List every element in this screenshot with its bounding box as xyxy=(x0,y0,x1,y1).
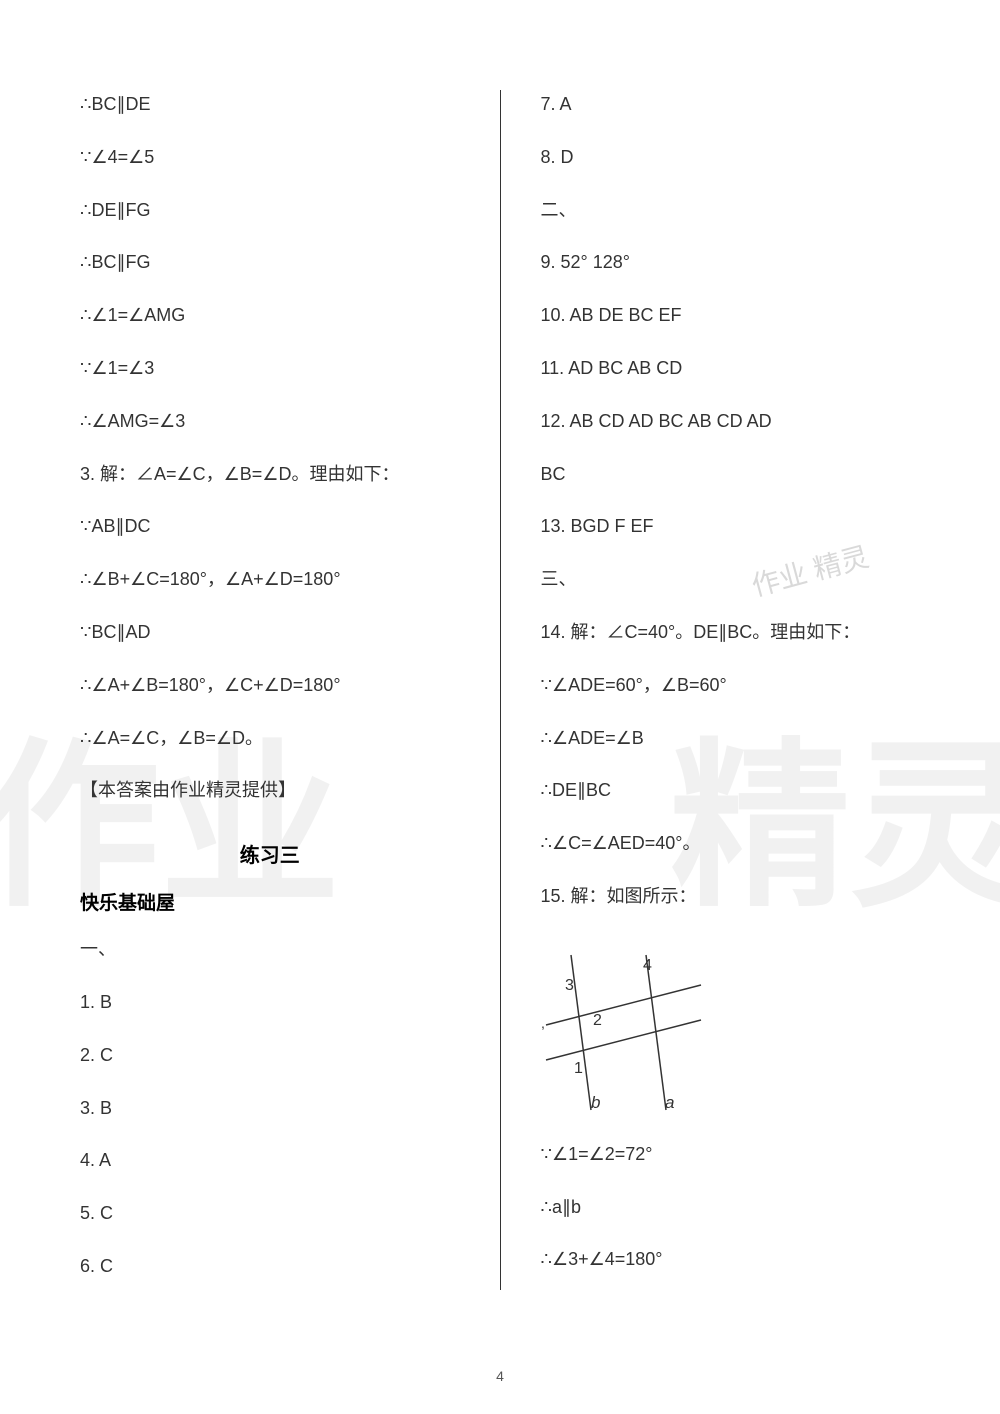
content-wrapper: ∴BC∥DE ∵∠4=∠5 ∴DE∥FG ∴BC∥FG ∴∠1=∠AMG ∵∠1… xyxy=(80,90,920,1290)
section-marker: 三、 xyxy=(541,565,921,594)
proof-line: ∴BC∥DE xyxy=(80,90,460,119)
answer-line: 5. C xyxy=(80,1199,460,1228)
angle-label-1: 1 xyxy=(574,1060,583,1077)
proof-line: 3. 解：∠A=∠C，∠B=∠D。理由如下： xyxy=(80,460,460,489)
answer-line: 12. AB CD AD BC AB CD AD xyxy=(541,407,921,436)
solution-line: ∴a∥b xyxy=(541,1193,921,1222)
proof-line: ∴∠A=∠C，∠B=∠D。 xyxy=(80,724,460,753)
proof-line: ∴∠AMG=∠3 xyxy=(80,407,460,436)
solution-line: ∴∠C=∠AED=40°。 xyxy=(541,829,921,858)
comma-mark: , xyxy=(541,1015,545,1031)
solution-line: ∵∠ADE=60°，∠B=60° xyxy=(541,671,921,700)
answer-line: 4. A xyxy=(80,1146,460,1175)
proof-line: ∴∠A+∠B=180°，∠C+∠D=180° xyxy=(80,671,460,700)
line-label-b: b xyxy=(591,1093,600,1112)
answer-line: 10. AB DE BC EF xyxy=(541,301,921,330)
proof-line: ∴∠1=∠AMG xyxy=(80,301,460,330)
proof-line: ∴BC∥FG xyxy=(80,248,460,277)
angle-label-4: 4 xyxy=(643,957,652,974)
proof-line: ∵∠1=∠3 xyxy=(80,354,460,383)
answer-line: BC xyxy=(541,460,921,489)
attribution-line: 【本答案由作业精灵提供】 xyxy=(80,776,460,805)
answer-line: 3. B xyxy=(80,1094,460,1123)
right-column: 7. A 8. D 二、 9. 52° 128° 10. AB DE BC EF… xyxy=(541,90,921,1290)
solution-line: ∵∠1=∠2=72° xyxy=(541,1140,921,1169)
proof-line: ∵∠4=∠5 xyxy=(80,143,460,172)
sub-title: 快乐基础屋 xyxy=(80,888,460,915)
line-a xyxy=(646,955,666,1110)
answer-line: 2. C xyxy=(80,1041,460,1070)
line-b xyxy=(571,955,591,1110)
solution-line: 14. 解：∠C=40°。DE∥BC。理由如下： xyxy=(541,618,921,647)
exercise-title: 练习三 xyxy=(80,839,460,868)
solution-line: ∴DE∥BC xyxy=(541,776,921,805)
answer-line: 8. D xyxy=(541,143,921,172)
proof-line: ∴DE∥FG xyxy=(80,196,460,225)
proof-line: ∵BC∥AD xyxy=(80,618,460,647)
angle-label-3: 3 xyxy=(565,977,574,994)
transversal-bottom xyxy=(546,1020,701,1060)
proof-line: ∵AB∥DC xyxy=(80,512,460,541)
section-marker: 二、 xyxy=(541,196,921,225)
line-label-a: a xyxy=(665,1093,674,1112)
section-marker: 一、 xyxy=(80,935,460,964)
answer-line: 1. B xyxy=(80,988,460,1017)
answer-line: 9. 52° 128° xyxy=(541,248,921,277)
solution-line: 15. 解：如图所示： xyxy=(541,882,921,911)
left-column: ∴BC∥DE ∵∠4=∠5 ∴DE∥FG ∴BC∥FG ∴∠1=∠AMG ∵∠1… xyxy=(80,90,460,1290)
geometry-diagram: 3 4 2 1 a b , xyxy=(541,945,921,1120)
answer-line: 6. C xyxy=(80,1252,460,1281)
parallel-lines-diagram: 3 4 2 1 a b , xyxy=(541,945,721,1115)
angle-label-2: 2 xyxy=(593,1012,602,1029)
answer-line: 13. BGD F EF xyxy=(541,512,921,541)
page-number: 4 xyxy=(496,1368,504,1384)
answer-line: 7. A xyxy=(541,90,921,119)
solution-line: ∴∠ADE=∠B xyxy=(541,724,921,753)
column-divider xyxy=(500,90,501,1290)
solution-line: ∴∠3+∠4=180° xyxy=(541,1245,921,1274)
answer-line: 11. AD BC AB CD xyxy=(541,354,921,383)
proof-line: ∴∠B+∠C=180°，∠A+∠D=180° xyxy=(80,565,460,594)
